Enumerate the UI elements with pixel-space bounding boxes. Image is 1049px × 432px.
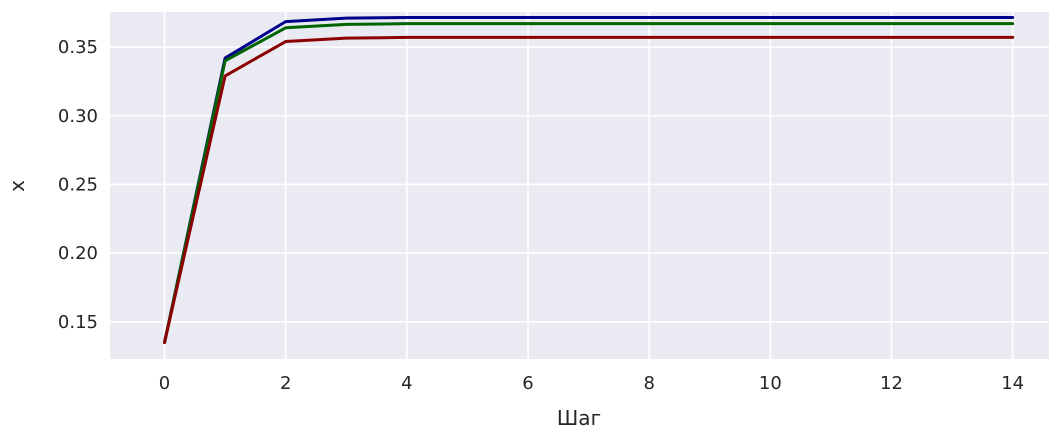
y-tick-label: 0.30 [58,106,98,127]
y-tick-label: 0.35 [58,37,98,58]
plot-area [110,12,1049,359]
series-line-2 [163,22,1015,345]
y-axis-label: x [5,180,29,192]
x-tick-label: 8 [643,373,654,394]
series-line-1 [163,16,1015,345]
x-tick-label: 12 [880,373,903,394]
x-tick-label: 2 [280,373,291,394]
y-tick-label: 0.15 [58,312,98,333]
series-line-3 [163,35,1015,345]
grid [110,12,1049,359]
x-tick-label: 14 [1001,373,1024,394]
series-lines [163,16,1015,345]
x-tick-labels: 0 2 4 6 8 10 12 14 [159,373,1024,394]
x-tick-label: 4 [401,373,412,394]
x-tick-label: 10 [759,373,782,394]
y-tick-label: 0.20 [58,243,98,264]
x-axis-label: Шаг [557,406,601,430]
y-tick-label: 0.25 [58,174,98,195]
x-tick-label: 6 [522,373,533,394]
x-tick-label: 0 [159,373,170,394]
y-tick-labels: 0.15 0.20 0.25 0.30 0.35 [58,37,98,333]
